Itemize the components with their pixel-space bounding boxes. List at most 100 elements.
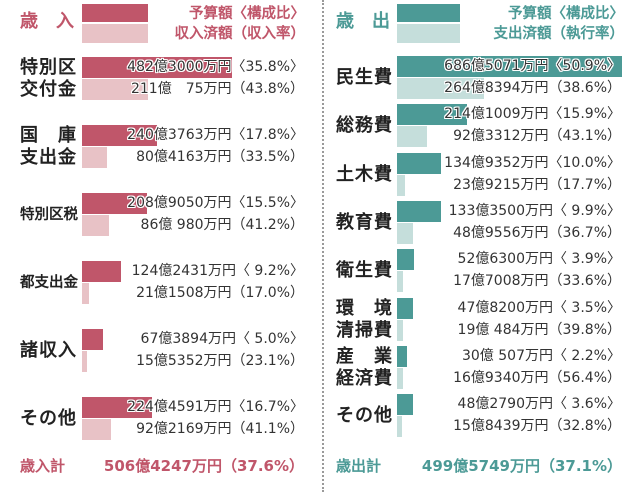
actual-bar xyxy=(397,175,405,196)
category-label-line: 教育費 xyxy=(336,212,393,233)
category-label-line: 交付金 xyxy=(20,79,77,100)
category-label-line: 国 庫 xyxy=(20,125,77,146)
total-label: 歳出計 xyxy=(336,457,382,475)
expenditure-row: 土木費 134億9352万円〈10.0%〉 23億9215万円（17.7%） xyxy=(324,153,635,197)
budget-bar xyxy=(82,261,121,282)
category-label: その他 xyxy=(20,408,77,430)
category-label-line: 衛生費 xyxy=(336,260,393,281)
actual-bar xyxy=(397,416,403,437)
budget-value-label: 482億3000万円〈35.8%〉 xyxy=(127,59,304,75)
actual-value-label: 211億 75万円（43.8%） xyxy=(130,81,304,97)
revenue-row: 国 庫支出金 240億3763万円〈17.8%〉 80億4163万円（33.5%） xyxy=(0,125,323,169)
category-label-line: 清掃費 xyxy=(336,320,393,341)
category-label: 土木費 xyxy=(336,164,393,186)
actual-value-label: 16億9340万円（56.4%） xyxy=(453,370,621,386)
budget-legend-label: 予算額〈構成比〉 xyxy=(189,6,305,22)
actual-value-label: 23億9215万円（17.7%） xyxy=(453,177,621,193)
category-label: 総務費 xyxy=(336,115,393,137)
actual-value-label: 15億5352万円（23.1%） xyxy=(136,353,304,369)
budget-value-label: 67億3894万円〈 5.0%〉 xyxy=(140,331,304,347)
actual-value-label: 48億9556万円（36.7%） xyxy=(453,225,621,241)
total-value: 506億4247万円（37.6%） xyxy=(103,457,304,475)
category-label-line: その他 xyxy=(336,405,393,426)
budget-bar xyxy=(397,56,622,77)
budget-bar xyxy=(82,57,232,78)
panel-divider xyxy=(322,0,324,492)
expenditure-row: 教育費 133億3500万円〈 9.9%〉 48億9556万円（36.7%） xyxy=(324,201,635,245)
budget-legend-swatch xyxy=(82,4,148,22)
revenue-panel: 歳 入 予算額〈構成比〉 収入済額（収入率） 歳入計 506億4247万円（37… xyxy=(0,4,323,475)
revenue-title: 歳 入 xyxy=(20,11,74,32)
category-label: 衛生費 xyxy=(336,260,393,282)
actual-bar xyxy=(397,271,403,292)
category-label-line: その他 xyxy=(20,408,77,429)
category-label: 国 庫支出金 xyxy=(20,125,77,169)
actual-value-label: 19億 484万円（39.8%） xyxy=(457,322,621,338)
category-label-line: 環 境 xyxy=(336,298,393,319)
budget-legend-label: 予算額〈構成比〉 xyxy=(508,6,624,22)
budget-value-label: 224億4591万円〈16.7%〉 xyxy=(127,399,304,415)
actual-bar xyxy=(397,223,413,244)
category-label-line: 諸収入 xyxy=(20,340,77,361)
category-label-line: 特別区 xyxy=(20,57,77,78)
budget-bar xyxy=(82,329,103,350)
category-label: 特別区 交付金 xyxy=(20,57,77,101)
budget-value-label: 133億3500万円〈 9.9%〉 xyxy=(448,203,621,219)
budget-value-label: 240億3763万円〈17.8%〉 xyxy=(127,127,304,143)
revenue-row: 特別区税 208億9050万円〈15.5%〉 86億 980万円（41.2%） xyxy=(0,193,323,237)
expenditure-panel: 歳 出 予算額〈構成比〉 支出済額（執行率） 歳出計 499億5749万円（37… xyxy=(324,0,635,492)
budget-bar xyxy=(397,346,407,367)
actual-bar xyxy=(397,320,404,341)
category-label-line: 経済費 xyxy=(336,368,393,389)
category-label-line: 土木費 xyxy=(336,164,393,185)
category-label: 教育費 xyxy=(336,212,393,234)
expenditure-row: 民生費 686億5071万円〈50.9%〉 264億8394万円（38.6%） xyxy=(324,56,635,100)
actual-value-label: 17億7008万円（33.6%） xyxy=(453,273,621,289)
expenditure-row: その他 48億2790万円〈 3.6%〉 15億8439万円（32.8%） xyxy=(324,394,635,438)
budget-value-label: 208億9050万円〈15.5%〉 xyxy=(127,195,304,211)
expenditure-row: 産 業経済費 30億 507万円〈 2.2%〉 16億9340万円（56.4%） xyxy=(324,346,635,390)
category-label-line: 特別区税 xyxy=(20,207,78,223)
budget-value-label: 124億2431万円〈 9.2%〉 xyxy=(131,263,304,279)
budget-value-label: 134億9352万円〈10.0%〉 xyxy=(444,155,621,171)
category-label-line: 総務費 xyxy=(336,115,393,136)
actual-bar xyxy=(397,78,484,99)
actual-legend-label: 収入済額（収入率） xyxy=(174,26,306,42)
budget-bar xyxy=(397,394,413,415)
revenue-row: その他 224億4591万円〈16.7%〉 92億2169万円（41.1%） xyxy=(0,397,323,441)
category-label: その他 xyxy=(336,405,393,427)
actual-legend-label: 支出済額（執行率） xyxy=(493,26,625,42)
actual-value-label: 92億3312万円（43.1%） xyxy=(453,128,621,144)
category-label: 特別区税 xyxy=(20,204,78,226)
budget-legend-swatch xyxy=(397,4,460,22)
expenditure-row: 衛生費 52億6300万円〈 3.9%〉 17億7008万円（33.6%） xyxy=(324,249,635,293)
actual-value-label: 92億2169万円（41.1%） xyxy=(136,421,304,437)
budget-bar xyxy=(82,125,157,146)
budget-bar xyxy=(82,397,152,418)
budget-bar xyxy=(397,153,442,174)
budget-value-label: 686億5071万円〈50.9%〉 xyxy=(444,58,621,74)
budget-bar xyxy=(397,298,413,319)
actual-bar xyxy=(82,419,111,440)
budget-bar xyxy=(397,201,441,222)
revenue-row: 都支出金 124億2431万円〈 9.2%〉 21億1508万円（17.0%） xyxy=(0,261,323,305)
budget-value-label: 47億8200万円〈 3.5%〉 xyxy=(457,300,621,316)
actual-value-label: 80億4163万円（33.5%） xyxy=(136,149,304,165)
category-label-line: 民生費 xyxy=(336,67,393,88)
budget-value-label: 214億1009万円〈15.9%〉 xyxy=(444,106,621,122)
actual-bar xyxy=(82,351,87,372)
budget-bar xyxy=(397,104,468,125)
actual-legend-swatch xyxy=(82,24,148,43)
category-label: 都支出金 xyxy=(20,272,78,294)
category-label: 産 業経済費 xyxy=(336,346,393,390)
actual-bar xyxy=(397,126,428,147)
category-label: 環 境清掃費 xyxy=(336,298,393,342)
actual-bar xyxy=(397,368,403,389)
actual-value-label: 264億8394万円（38.6%） xyxy=(444,80,621,96)
expenditure-title: 歳 出 xyxy=(336,11,390,32)
actual-value-label: 21億1508万円（17.0%） xyxy=(136,285,304,301)
budget-bar xyxy=(397,249,415,270)
budget-bar xyxy=(82,193,147,214)
actual-bar xyxy=(82,147,107,168)
